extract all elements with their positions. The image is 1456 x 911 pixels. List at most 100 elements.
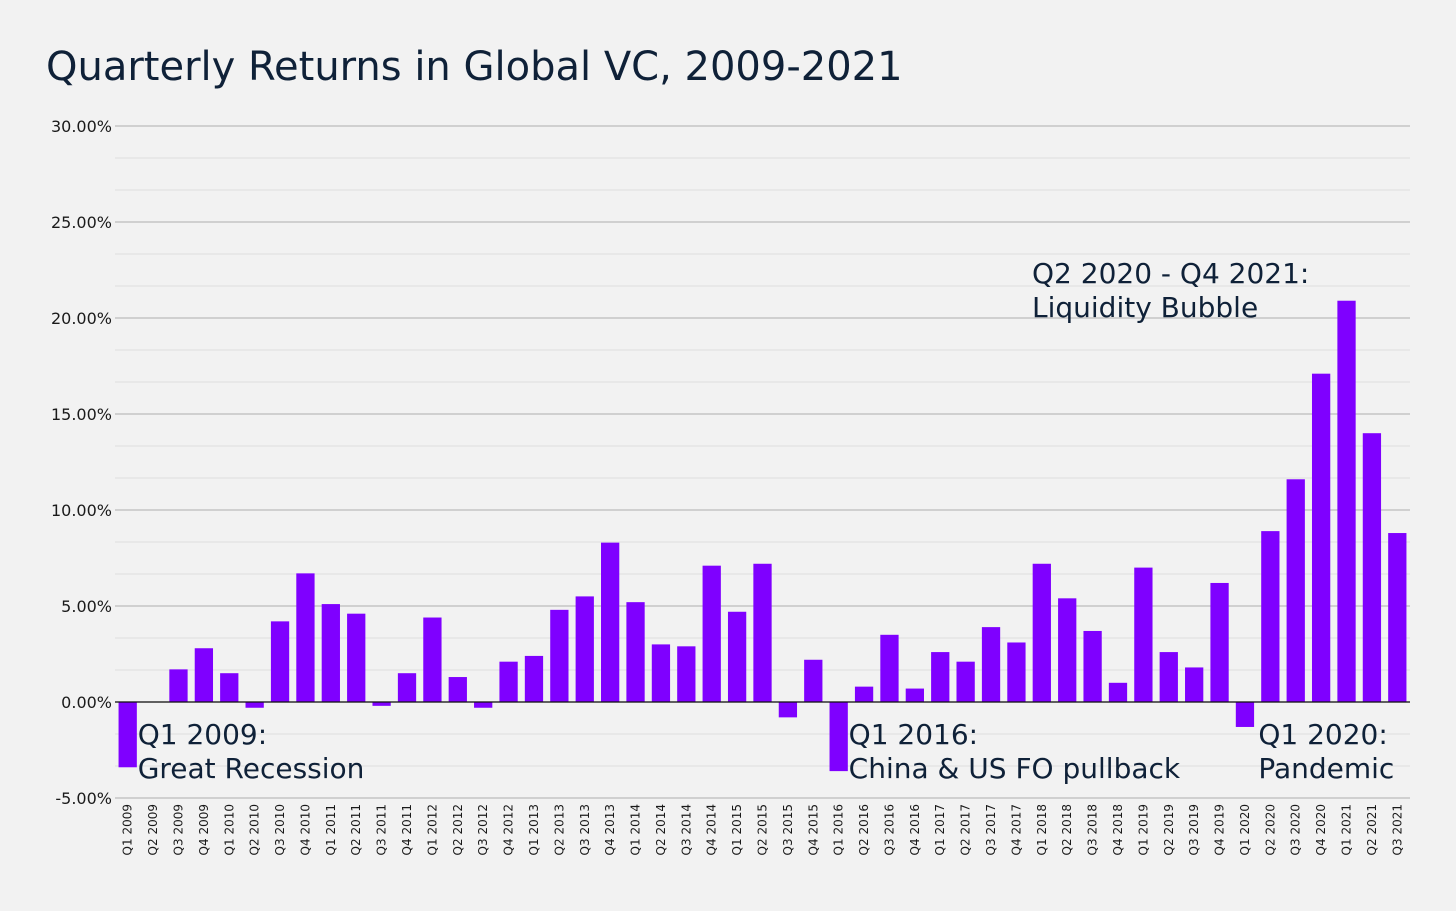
bar-q3-2015: [778, 702, 798, 718]
x-tick-label: Q4 2014: [705, 804, 719, 855]
x-tick-label: Q1 2017: [933, 804, 947, 855]
bar-q4-2009: [194, 648, 214, 702]
bar-q2-2017: [956, 661, 975, 702]
bar-q1-2020: [1235, 702, 1255, 727]
x-tick-label: Q4 2017: [1009, 804, 1023, 855]
bar-q2-2010: [245, 702, 264, 708]
x-tick-label: Q3 2015: [781, 804, 795, 855]
annotation-line: Liquidity Bubble: [1032, 291, 1258, 324]
bar-q2-2013: [550, 609, 569, 702]
annotation-line: China & US FO pullback: [849, 752, 1181, 785]
x-tick-label: Q2 2019: [1162, 804, 1176, 855]
bar-q1-2012: [423, 617, 442, 702]
x-tick-label: Q2 2017: [959, 804, 973, 855]
x-tick-label: Q3 2014: [679, 804, 693, 855]
bar-q3-2020: [1286, 479, 1305, 702]
y-tick-label: 25.00%: [51, 213, 112, 232]
bar-q1-2011: [321, 604, 340, 702]
x-tick-label: Q4 2018: [1111, 804, 1125, 855]
bar-q3-2011: [372, 702, 391, 706]
bar-q3-2014: [677, 646, 696, 702]
bar-q1-2017: [931, 652, 950, 702]
x-tick-label: Q1 2012: [425, 804, 439, 855]
x-tick-label: Q1 2016: [832, 804, 846, 855]
bar-q4-2011: [397, 673, 417, 702]
x-tick-label: Q4 2011: [400, 804, 414, 855]
y-tick-label: 5.00%: [61, 597, 112, 616]
x-tick-label: Q2 2012: [451, 804, 465, 855]
bar-q3-2018: [1083, 630, 1102, 702]
x-tick-label: Q4 2013: [603, 804, 617, 855]
bar-q3-2009: [169, 669, 188, 702]
bar-q3-2019: [1185, 667, 1204, 702]
x-tick-label: Q4 2009: [197, 804, 211, 855]
bar-q4-2016: [905, 688, 924, 702]
y-tick-label: 10.00%: [51, 501, 112, 520]
x-tick-label: Q3 2011: [375, 804, 389, 855]
x-tick-label: Q3 2012: [476, 804, 490, 855]
x-tick-label: Q1 2019: [1136, 804, 1150, 855]
bar-q4-2018: [1108, 682, 1128, 702]
x-tick-label: Q2 2013: [552, 804, 566, 855]
x-tick-label: Q4 2019: [1213, 804, 1227, 855]
bar-q4-2020: [1311, 373, 1331, 702]
annotation-line: Q1 2020:: [1258, 718, 1387, 751]
bar-q2-2021: [1362, 433, 1382, 702]
x-tick-label: Q3 2018: [1086, 804, 1100, 855]
x-tick-label: Q3 2021: [1390, 804, 1404, 855]
x-tick-label: Q3 2019: [1187, 804, 1201, 855]
x-tick-label: Q1 2015: [730, 804, 744, 855]
x-tick-label: Q1 2020: [1238, 804, 1252, 855]
x-tick-label: Q4 2012: [502, 804, 516, 855]
annotation-line: Q1 2016:: [849, 718, 978, 751]
y-tick-label: 20.00%: [51, 309, 112, 328]
x-tick-label: Q3 2020: [1289, 804, 1303, 855]
bar-q3-2017: [981, 627, 1001, 702]
x-tick-label: Q1 2011: [324, 804, 338, 855]
x-tick-label: Q3 2010: [273, 804, 287, 855]
x-tick-label: Q2 2016: [857, 804, 871, 855]
x-tick-label: Q3 2017: [984, 804, 998, 855]
x-tick-label: Q3 2013: [578, 804, 592, 855]
x-tick-label: Q1 2009: [121, 804, 135, 855]
x-tick-label: Q3 2016: [882, 804, 896, 855]
y-tick-label: 30.00%: [51, 117, 112, 136]
bar-q1-2013: [524, 655, 544, 702]
x-tick-label: Q1 2010: [222, 804, 236, 855]
bar-q2-2011: [347, 613, 366, 702]
y-axis-tick-labels: 30.00% 25.00% 20.00% 15.00% 10.00% 5.00% 0.00%…: [51, 117, 112, 808]
bar-q1-2021: [1337, 300, 1356, 702]
x-tick-label: Q2 2021: [1365, 804, 1379, 855]
bar-q3-2010: [270, 621, 290, 702]
bar-q2-2019: [1159, 652, 1178, 702]
x-tick-label: Q2 2010: [248, 804, 262, 855]
x-tick-label: Q2 2009: [146, 804, 160, 855]
x-tick-label: Q3 2009: [171, 804, 185, 855]
bars: [118, 300, 1407, 772]
y-tick-label: -5.00%: [55, 789, 112, 808]
x-tick-label: Q2 2015: [756, 804, 770, 855]
bar-q2-2015: [753, 563, 772, 702]
x-tick-label: Q4 2010: [298, 804, 312, 855]
annotations: Q1 2009:Great Recession Q1 2016:China & U…: [138, 257, 1395, 785]
bar-q4-2017: [1007, 642, 1026, 702]
bar-q4-2013: [601, 542, 620, 702]
annotation-line: Pandemic: [1258, 752, 1394, 785]
bar-q1-2019: [1134, 567, 1153, 702]
bar-q3-2016: [880, 634, 899, 702]
x-tick-label: Q4 2015: [806, 804, 820, 855]
bar-q4-2014: [702, 565, 721, 702]
bar-q1-2010: [220, 673, 239, 702]
x-tick-label: Q1 2014: [629, 804, 643, 855]
x-tick-label: Q4 2016: [908, 804, 922, 855]
bar-q2-2012: [448, 677, 467, 702]
bar-q1-2015: [727, 611, 747, 702]
annotation-line: Great Recession: [138, 752, 365, 785]
annotation-line: Q1 2009:: [138, 718, 267, 751]
x-tick-label: Q4 2020: [1314, 804, 1328, 855]
x-tick-label: Q2 2011: [349, 804, 363, 855]
bar-q1-2009: [118, 702, 137, 768]
bar-q2-2020: [1261, 531, 1280, 702]
x-tick-label: Q1 2018: [1035, 804, 1049, 855]
